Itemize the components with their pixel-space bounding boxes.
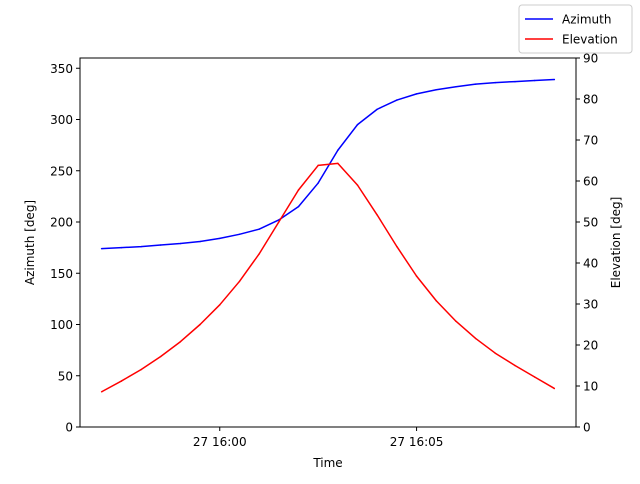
data-point-azimuth (474, 83, 477, 85)
right-y-tick-label: 20 (583, 339, 598, 353)
left-y-tick-label: 300 (50, 113, 73, 127)
data-point-azimuth (356, 123, 359, 126)
right-y-tick-label: 10 (583, 380, 598, 394)
data-point-elevation (435, 299, 437, 302)
axes: 27 16:00 27 16:05 0 50 100 150 200 250 300 350 0 10… (50, 52, 598, 450)
data-point-elevation (100, 390, 103, 393)
data-point-elevation (297, 189, 300, 191)
data-point-elevation (396, 245, 398, 248)
data-point-elevation (376, 214, 378, 216)
right-y-tick-label: 80 (583, 93, 598, 107)
data-point-elevation (140, 368, 142, 371)
plot-area (100, 78, 556, 393)
right-y-tick-label: 60 (583, 175, 598, 189)
left-y-tick-label: 150 (50, 267, 73, 281)
right-y-tick-label: 70 (583, 134, 598, 148)
data-point-elevation (415, 275, 418, 277)
series-line-elevation (101, 162, 555, 393)
data-point-elevation (514, 364, 516, 367)
data-point-elevation (238, 280, 241, 283)
right-y-tick-label: 50 (583, 216, 598, 230)
data-point-elevation (474, 337, 477, 340)
x-tick-label: 27 16:05 (390, 435, 444, 449)
x-axis-label: Time (312, 456, 342, 470)
legend-label-azimuth: Azimuth (562, 13, 611, 27)
data-point-elevation (533, 376, 536, 378)
data-point-elevation (219, 304, 221, 306)
data-point-azimuth (435, 89, 437, 91)
data-point-azimuth (120, 246, 123, 249)
data-point-azimuth (415, 93, 418, 95)
data-point-elevation (278, 221, 280, 223)
legend: Azimuth Elevation (518, 4, 633, 54)
data-point-azimuth (297, 205, 300, 208)
left-y-tick-label: 200 (50, 216, 73, 230)
data-point-azimuth (455, 85, 457, 88)
legend-box (518, 4, 633, 54)
data-point-elevation (337, 162, 339, 165)
data-point-elevation (120, 380, 123, 382)
series-line-azimuth (101, 78, 555, 250)
data-point-azimuth (514, 80, 516, 83)
right-y-tick-label: 40 (583, 257, 598, 271)
data-point-elevation (455, 320, 457, 322)
data-point-azimuth (396, 99, 398, 101)
plot-frame (79, 57, 577, 428)
data-point-azimuth (140, 245, 142, 248)
data-point-azimuth (100, 247, 103, 250)
data-point-azimuth (159, 244, 162, 246)
data-point-elevation (356, 184, 359, 186)
left-y-tick-label: 50 (58, 369, 73, 383)
left-y-tick-label: 100 (50, 318, 73, 332)
data-point-elevation (317, 164, 319, 167)
right-y-axis-label: Elevation [deg] (609, 197, 623, 289)
right-y-tick-label: 30 (583, 298, 598, 312)
data-point-azimuth (199, 240, 201, 243)
right-y-tick-label: 90 (583, 52, 598, 66)
data-point-azimuth (317, 182, 319, 184)
data-point-elevation (258, 253, 260, 255)
data-point-elevation (494, 352, 497, 354)
data-point-azimuth (494, 81, 497, 84)
left-y-tick-label: 250 (50, 164, 73, 178)
data-point-azimuth (238, 233, 241, 236)
data-point-elevation (179, 340, 182, 343)
left-y-tick-label: 350 (50, 62, 73, 76)
left-y-tick-label: 0 (65, 421, 73, 435)
legend-label-elevation: Elevation (562, 33, 618, 47)
data-point-azimuth (258, 228, 260, 230)
data-point-azimuth (219, 237, 221, 240)
data-point-azimuth (533, 79, 536, 82)
data-point-elevation (553, 387, 556, 390)
data-point-azimuth (179, 242, 182, 245)
data-point-azimuth (337, 149, 339, 151)
x-tick-label: 27 16:00 (193, 435, 247, 449)
right-y-tick-label: 0 (583, 421, 591, 435)
data-point-azimuth (553, 78, 556, 81)
data-point-elevation (159, 355, 162, 358)
data-point-elevation (199, 323, 201, 326)
data-point-azimuth (376, 108, 378, 110)
left-y-axis-label: Azimuth [deg] (23, 200, 37, 285)
